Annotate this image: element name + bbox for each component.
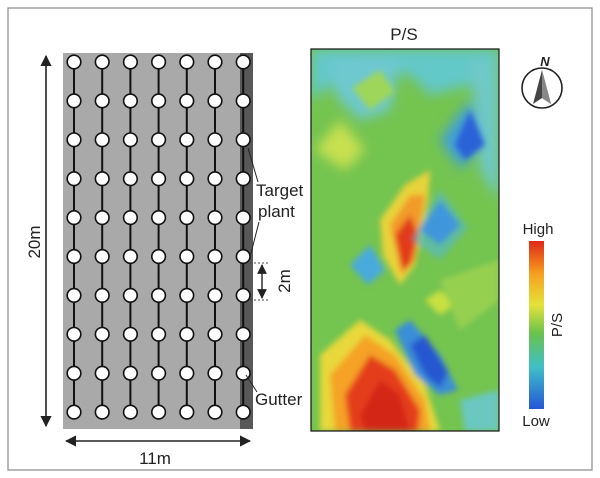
plant-marker bbox=[151, 404, 167, 420]
plant-marker bbox=[179, 93, 195, 109]
plant-marker bbox=[151, 132, 167, 148]
plant-marker bbox=[179, 132, 195, 148]
plant-marker bbox=[94, 171, 110, 187]
plant-marker bbox=[122, 326, 138, 342]
plant-marker bbox=[235, 132, 251, 148]
plant-marker bbox=[122, 365, 138, 381]
plant-marker bbox=[235, 248, 251, 265]
plant-marker bbox=[122, 404, 138, 420]
plant-marker bbox=[179, 210, 195, 226]
plant-marker bbox=[207, 54, 223, 70]
target-plant-label-line1: Target bbox=[256, 181, 304, 200]
plant-marker bbox=[122, 248, 138, 265]
height-label: 20m bbox=[25, 225, 44, 258]
legend-title: P/S bbox=[549, 313, 566, 337]
plant-marker bbox=[94, 210, 110, 226]
plant-marker bbox=[122, 210, 138, 226]
plant-marker bbox=[66, 248, 82, 265]
plant-marker bbox=[94, 287, 110, 304]
plant-marker bbox=[66, 404, 82, 420]
plant-marker bbox=[179, 287, 195, 304]
plant-marker bbox=[179, 365, 195, 381]
plant-marker bbox=[179, 326, 195, 342]
plant-marker bbox=[66, 171, 82, 187]
gutter-leader bbox=[245, 374, 258, 393]
plant-marker bbox=[207, 132, 223, 148]
gutter-label: Gutter bbox=[255, 390, 303, 409]
plant-marker bbox=[207, 326, 223, 342]
plant-marker bbox=[66, 93, 82, 109]
plant-marker bbox=[207, 93, 223, 109]
plant-marker bbox=[151, 326, 167, 342]
plant-marker bbox=[94, 326, 110, 342]
plant-marker bbox=[94, 404, 110, 420]
heatmap-border bbox=[310, 48, 500, 432]
target-plant-label-line2: plant bbox=[258, 202, 295, 221]
plant-marker bbox=[151, 54, 167, 70]
heatmap-field bbox=[311, 49, 499, 431]
plant-marker bbox=[151, 171, 167, 187]
plant-marker bbox=[122, 287, 138, 304]
plant-marker bbox=[235, 54, 251, 70]
plant-marker bbox=[66, 326, 82, 342]
spacing-label: 2m bbox=[275, 269, 294, 293]
plant-marker bbox=[122, 132, 138, 148]
plant-marker bbox=[66, 210, 82, 226]
plant-marker bbox=[235, 210, 251, 226]
plant-marker bbox=[94, 365, 110, 381]
plant-marker bbox=[66, 287, 82, 304]
plant-marker bbox=[207, 287, 223, 304]
plant-marker bbox=[94, 54, 110, 70]
target-plant-leader-bottom bbox=[249, 221, 260, 258]
plant-marker bbox=[151, 93, 167, 109]
plant-marker bbox=[151, 210, 167, 226]
target-plant-leader-top bbox=[247, 147, 259, 183]
plant-marker bbox=[151, 287, 167, 304]
plant-marker bbox=[235, 93, 251, 109]
plant-marker bbox=[66, 54, 82, 70]
plant-marker bbox=[94, 248, 110, 265]
plant-marker bbox=[122, 54, 138, 70]
plant-marker bbox=[94, 93, 110, 109]
legend-colorbar bbox=[529, 241, 544, 409]
north-arrow-icon: N bbox=[521, 54, 563, 109]
plant-marker bbox=[235, 287, 251, 304]
plant-marker bbox=[235, 404, 251, 420]
plant-marker bbox=[94, 132, 110, 148]
compass-label: N bbox=[540, 54, 550, 69]
plant-marker bbox=[207, 171, 223, 187]
plant-marker bbox=[207, 365, 223, 381]
plant-marker bbox=[179, 248, 195, 265]
plant-marker bbox=[151, 365, 167, 381]
heatmap-title: P/S bbox=[390, 25, 417, 44]
plant-marker bbox=[66, 132, 82, 148]
plant-marker bbox=[207, 210, 223, 226]
plant-marker bbox=[235, 326, 251, 342]
legend-high-label: High bbox=[523, 221, 554, 238]
plant-marker bbox=[179, 171, 195, 187]
plant-marker bbox=[179, 54, 195, 70]
plant-marker bbox=[122, 171, 138, 187]
plant-marker bbox=[122, 93, 138, 109]
plant-marker bbox=[207, 404, 223, 420]
plant-marker bbox=[207, 248, 223, 265]
width-label: 11m bbox=[139, 449, 171, 468]
heatmap-panel: P/S bbox=[310, 25, 566, 432]
plant-marker bbox=[151, 248, 167, 265]
plant-marker bbox=[66, 365, 82, 381]
plant-grid bbox=[66, 54, 251, 420]
plant-marker bbox=[235, 171, 251, 187]
legend-low-label: Low bbox=[522, 413, 550, 430]
layout-panel: 20m 11m 2m Target plant Gutter bbox=[25, 53, 304, 468]
plant-marker bbox=[179, 404, 195, 420]
